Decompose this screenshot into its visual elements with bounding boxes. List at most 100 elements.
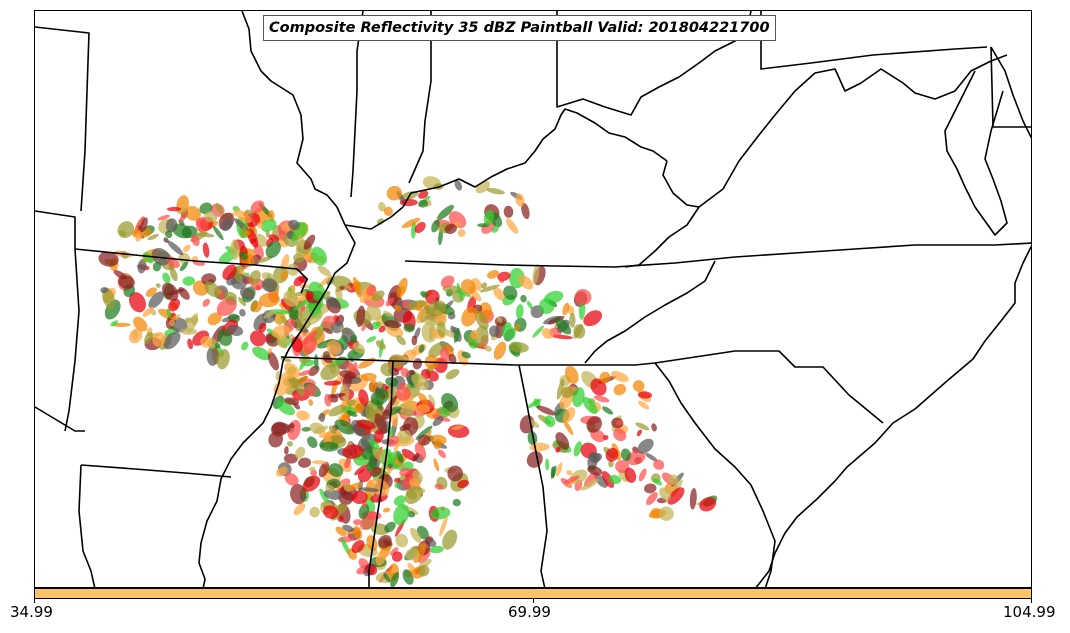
reflectivity-blob bbox=[624, 467, 637, 483]
reflectivity-blob bbox=[526, 451, 543, 468]
reflectivity-blob bbox=[178, 287, 190, 300]
reflectivity-blob bbox=[375, 549, 387, 566]
paintball-layer bbox=[98, 176, 718, 587]
reflectivity-blob bbox=[506, 218, 519, 234]
reflectivity-blob bbox=[420, 291, 428, 298]
reflectivity-blob bbox=[433, 458, 440, 472]
reflectivity-blob bbox=[352, 276, 362, 298]
reflectivity-blob bbox=[280, 357, 292, 363]
ga-sc-border bbox=[654, 362, 776, 587]
reflectivity-blob bbox=[304, 384, 317, 397]
reflectivity-blob bbox=[389, 547, 399, 556]
reflectivity-blob bbox=[615, 419, 623, 426]
reflectivity-blob bbox=[346, 399, 356, 407]
mo-ar-border bbox=[74, 248, 308, 294]
reflectivity-blob bbox=[658, 506, 674, 521]
reflectivity-blob bbox=[396, 429, 412, 444]
reflectivity-blob bbox=[353, 525, 363, 540]
reflectivity-blob bbox=[293, 402, 301, 410]
reflectivity-blob bbox=[438, 406, 450, 418]
reflectivity-blob bbox=[276, 318, 283, 326]
reflectivity-blob bbox=[267, 210, 275, 222]
reflectivity-blob bbox=[165, 218, 178, 233]
reflectivity-blob bbox=[258, 322, 267, 333]
reflectivity-blob bbox=[239, 287, 255, 300]
reflectivity-blob bbox=[460, 279, 476, 295]
reflectivity-blob bbox=[474, 325, 489, 348]
reflectivity-blob bbox=[403, 323, 415, 333]
reflectivity-blob bbox=[178, 252, 191, 265]
reflectivity-blob bbox=[179, 211, 188, 223]
reflectivity-blob bbox=[395, 533, 409, 548]
reflectivity-blob bbox=[157, 214, 170, 221]
reflectivity-blob bbox=[185, 205, 201, 221]
reflectivity-blob bbox=[328, 425, 337, 435]
reflectivity-blob bbox=[566, 470, 573, 476]
reflectivity-blob bbox=[387, 463, 393, 469]
reflectivity-blob bbox=[257, 256, 272, 263]
reflectivity-blob bbox=[615, 460, 630, 474]
reflectivity-blob bbox=[382, 409, 391, 420]
colorbar-tick-label-max: 104.99 bbox=[1003, 603, 1056, 621]
reflectivity-blob bbox=[233, 209, 252, 224]
reflectivity-blob bbox=[444, 223, 457, 234]
reflectivity-blob bbox=[428, 394, 436, 406]
map-title: Composite Reflectivity 35 dBZ Paintball … bbox=[263, 15, 776, 41]
reflectivity-blob bbox=[263, 310, 277, 319]
reflectivity-blob bbox=[171, 314, 181, 321]
reflectivity-blob bbox=[418, 392, 429, 406]
ky-tn-border bbox=[404, 242, 1031, 268]
reflectivity-blob bbox=[491, 225, 499, 233]
reflectivity-blob bbox=[303, 335, 317, 354]
reflectivity-blob bbox=[243, 211, 249, 217]
reflectivity-blob bbox=[129, 292, 146, 313]
reflectivity-blob bbox=[429, 545, 444, 554]
reflectivity-blob bbox=[532, 264, 540, 285]
reflectivity-blob bbox=[569, 312, 576, 328]
reflectivity-blob bbox=[250, 200, 265, 214]
reflectivity-blob bbox=[354, 464, 368, 476]
reflectivity-blob bbox=[351, 490, 368, 505]
reflectivity-blob bbox=[620, 448, 631, 462]
reflectivity-blob bbox=[430, 506, 451, 520]
reflectivity-blob bbox=[518, 275, 534, 290]
reflectivity-blob bbox=[202, 298, 211, 307]
reflectivity-blob bbox=[513, 323, 521, 332]
reflectivity-blob bbox=[415, 304, 423, 312]
reflectivity-blob bbox=[207, 312, 222, 326]
reflectivity-blob bbox=[305, 290, 314, 301]
reflectivity-blob bbox=[668, 474, 679, 486]
reflectivity-blob bbox=[280, 271, 288, 281]
reflectivity-blob bbox=[261, 278, 278, 293]
reflectivity-blob bbox=[378, 201, 386, 212]
al-ga-border bbox=[518, 364, 548, 587]
reflectivity-blob bbox=[338, 490, 354, 505]
reflectivity-blob bbox=[324, 393, 332, 407]
reflectivity-blob bbox=[252, 346, 271, 361]
reflectivity-blob bbox=[272, 288, 279, 302]
colorbar bbox=[34, 588, 1032, 599]
reflectivity-blob bbox=[599, 371, 611, 384]
reflectivity-blob bbox=[222, 264, 237, 281]
reflectivity-blob bbox=[407, 511, 416, 518]
colorbar-tick bbox=[34, 599, 35, 603]
reflectivity-blob bbox=[560, 386, 574, 399]
reflectivity-blob bbox=[417, 434, 431, 446]
reflectivity-blob bbox=[204, 281, 221, 298]
reflectivity-blob bbox=[370, 389, 389, 406]
reflectivity-blob bbox=[291, 232, 296, 243]
reflectivity-blob bbox=[186, 313, 199, 334]
reflectivity-blob bbox=[142, 252, 154, 264]
reflectivity-blob bbox=[370, 467, 382, 477]
reflectivity-blob bbox=[652, 478, 663, 486]
reflectivity-blob bbox=[342, 444, 364, 459]
reflectivity-blob bbox=[632, 380, 645, 392]
reflectivity-blob bbox=[366, 336, 377, 343]
reflectivity-blob bbox=[301, 426, 312, 432]
reflectivity-blob bbox=[133, 316, 148, 332]
reflectivity-blob bbox=[448, 353, 457, 365]
reflectivity-blob bbox=[287, 441, 293, 447]
mo-border bbox=[35, 210, 76, 249]
reflectivity-blob bbox=[410, 221, 417, 239]
reflectivity-blob bbox=[346, 410, 358, 417]
